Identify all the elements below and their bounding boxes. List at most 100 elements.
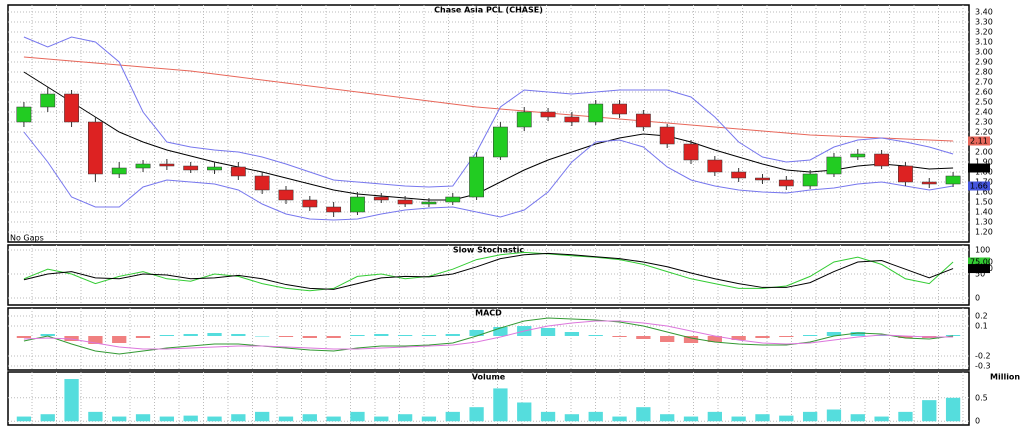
y-axis-label: Million	[990, 373, 1020, 382]
candle-body	[87, 121, 103, 175]
bar	[207, 416, 222, 422]
bar	[112, 416, 127, 422]
last-value-box	[968, 264, 990, 274]
indicator-line	[23, 36, 954, 188]
bar	[278, 416, 294, 422]
indicator-line	[23, 71, 954, 201]
panel-title: MACD	[475, 309, 502, 318]
candle-body	[445, 196, 461, 203]
bar	[945, 335, 961, 336]
y-tick-label: 1.30	[975, 218, 993, 227]
panel-frame	[7, 4, 970, 243]
candle-body	[707, 159, 723, 173]
bar	[326, 416, 341, 422]
y-tick-label: 2.00	[975, 148, 993, 157]
bar	[922, 400, 937, 422]
bar	[64, 379, 79, 422]
candle-body	[659, 126, 675, 145]
candle-body	[755, 177, 770, 181]
bar	[612, 416, 627, 422]
bar	[826, 409, 842, 422]
annotation: No Gaps	[10, 234, 44, 243]
bar	[707, 336, 722, 342]
bar	[755, 414, 770, 422]
bar	[159, 335, 175, 336]
bar	[183, 334, 198, 336]
y-tick-label: 1.50	[975, 198, 993, 207]
bar	[469, 407, 484, 422]
indicator-line	[23, 251, 954, 292]
candle-body	[278, 189, 294, 201]
candle-body	[64, 93, 79, 123]
candle-body	[254, 175, 270, 191]
y-tick-label: 2.50	[975, 98, 993, 107]
last-value-box	[968, 257, 990, 267]
bar	[779, 415, 794, 422]
bar	[564, 414, 580, 422]
candle-body	[612, 103, 627, 115]
last-value-label: 2.11	[970, 137, 988, 146]
bar	[540, 411, 556, 422]
y-tick-label: 2.40	[975, 108, 993, 117]
bar	[350, 411, 365, 422]
bar	[445, 334, 460, 336]
bar	[874, 416, 889, 422]
bar	[517, 402, 532, 422]
candle-body	[16, 106, 32, 123]
y-tick-label: -0.3	[975, 362, 991, 371]
y-tick-label: 50	[975, 269, 985, 278]
bar	[183, 415, 198, 422]
y-tick-label: 0.5	[975, 393, 988, 402]
candle-body	[635, 113, 651, 128]
bar	[588, 411, 603, 422]
bar	[255, 336, 270, 337]
y-tick-label: 2.70	[975, 78, 993, 87]
indicator-line	[23, 131, 954, 221]
indicator-line	[23, 320, 954, 350]
candle-body	[540, 111, 556, 118]
candle-body	[493, 126, 508, 158]
bar	[397, 335, 413, 336]
indicator-line	[23, 56, 954, 142]
bar	[40, 414, 55, 422]
last-value-label: 61.30	[970, 264, 993, 273]
bar	[660, 414, 675, 422]
bar	[707, 411, 722, 422]
bar	[612, 336, 627, 337]
bar	[16, 336, 32, 338]
candle-body	[421, 201, 437, 205]
bar	[540, 328, 556, 336]
y-tick-label: 2.30	[975, 118, 993, 127]
bar	[683, 336, 699, 343]
last-value-box	[968, 163, 990, 173]
candle-body	[135, 163, 151, 169]
bar	[421, 416, 437, 422]
y-tick-label: 1.90	[975, 158, 993, 167]
bar	[564, 332, 580, 336]
bar	[374, 334, 389, 336]
indicator-line	[23, 252, 954, 290]
bar	[302, 336, 317, 338]
bar	[207, 333, 222, 336]
bar	[231, 414, 246, 422]
candle-body	[40, 93, 56, 108]
bar	[826, 332, 842, 336]
candle-body	[945, 175, 961, 185]
candle-body	[350, 196, 365, 213]
bar	[112, 336, 127, 343]
panel-title: Chase Asia PCL (CHASE)	[434, 6, 543, 15]
y-tick-label: 2.20	[975, 128, 993, 137]
last-value-box	[968, 181, 990, 191]
bar	[88, 336, 103, 344]
y-tick-label: 3.00	[975, 48, 993, 57]
candle-body	[230, 166, 246, 177]
bar	[278, 336, 294, 337]
y-tick-label: 2.60	[975, 88, 993, 97]
bar	[421, 335, 437, 336]
y-tick-label: 1.60	[975, 188, 993, 197]
bar	[802, 335, 818, 336]
panel-title: Slow Stochastic	[453, 246, 524, 255]
bar	[898, 411, 913, 422]
candle-body	[874, 153, 890, 167]
